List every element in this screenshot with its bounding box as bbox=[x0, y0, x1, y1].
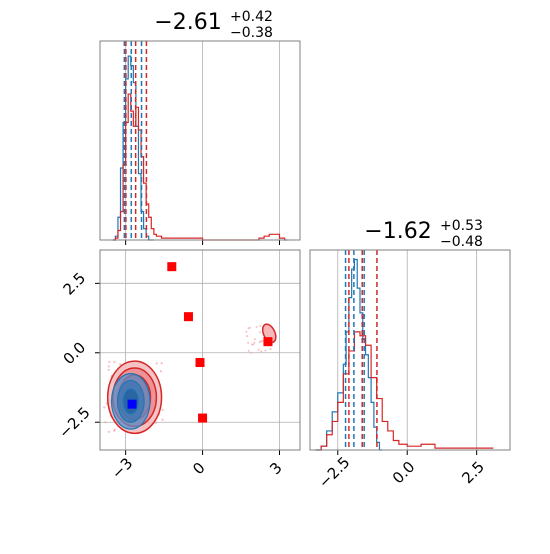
sample-dot bbox=[161, 418, 164, 421]
sample-dot bbox=[261, 340, 264, 343]
title-param-2-upper-error: +0.53 bbox=[440, 218, 483, 234]
x-tick-label: 0.0 bbox=[389, 458, 419, 488]
marker-red-square bbox=[195, 358, 205, 367]
axes-frame bbox=[99, 40, 301, 241]
marker-blue-square bbox=[127, 399, 137, 409]
marker-red-square bbox=[167, 262, 177, 272]
x-tick-label: 0 bbox=[189, 459, 208, 478]
sample-dot bbox=[255, 325, 258, 328]
histogram-red bbox=[315, 331, 494, 451]
sample-dot bbox=[247, 341, 250, 344]
title-param-1-value: −2.61 bbox=[154, 10, 221, 35]
sample-dot bbox=[113, 429, 116, 432]
sample-dot bbox=[119, 363, 122, 366]
x-tick-label: −3 bbox=[108, 454, 136, 482]
x-tick-label: 2.5 bbox=[458, 458, 488, 488]
histogram-blue bbox=[315, 258, 383, 451]
sample-dot bbox=[269, 347, 272, 350]
y-tick-label: 2.5 bbox=[60, 269, 90, 299]
marker-red-square bbox=[263, 337, 273, 347]
sample-dot bbox=[250, 343, 253, 346]
sample-dot bbox=[253, 341, 256, 344]
title-param-1-lower-error: −0.38 bbox=[230, 25, 273, 41]
sample-dot bbox=[107, 430, 110, 433]
joint-scatter-panel: −3 0 3 −2.5 0.0 2.5 bbox=[55, 249, 301, 483]
title-param-2-lower-error: −0.48 bbox=[440, 234, 483, 250]
sample-dot bbox=[160, 362, 163, 365]
sample-dot bbox=[107, 365, 110, 368]
marker-red-square bbox=[198, 413, 208, 423]
sample-dot bbox=[248, 326, 251, 329]
sample-dot bbox=[107, 368, 110, 371]
sample-dot bbox=[258, 341, 261, 344]
sample-dot bbox=[264, 349, 267, 352]
x-tick-label: 3 bbox=[266, 459, 285, 478]
sample-dot bbox=[247, 349, 250, 352]
histogram-panel-param-2: −2.5 0.0 2.5 −1.62 +0.53−0.48 bbox=[309, 218, 511, 492]
histogram-panel-param-1: −2.61 +0.42−0.38 bbox=[99, 9, 301, 245]
sample-dot bbox=[108, 360, 111, 363]
marker-red-square bbox=[183, 312, 193, 322]
histogram-blue bbox=[112, 55, 154, 241]
title-param-1-upper-error: +0.42 bbox=[230, 9, 273, 25]
sample-dot bbox=[161, 408, 164, 411]
sample-dot bbox=[259, 324, 262, 327]
y-tick-label: −2.5 bbox=[55, 403, 93, 441]
axes-frame bbox=[99, 249, 301, 451]
x-tick-label: −2.5 bbox=[315, 453, 353, 491]
title-param-2-value: −1.62 bbox=[364, 219, 431, 244]
y-tick-label: 0.0 bbox=[60, 338, 90, 368]
axes-frame bbox=[309, 249, 511, 451]
sample-dot bbox=[159, 370, 162, 373]
sample-dot bbox=[103, 406, 106, 409]
sample-dot bbox=[259, 331, 262, 334]
sample-dot bbox=[104, 421, 107, 424]
sample-dot bbox=[250, 351, 253, 354]
sample-dot bbox=[154, 421, 157, 424]
sample-dot bbox=[253, 338, 256, 341]
sample-dot bbox=[246, 335, 249, 338]
sample-dot bbox=[260, 350, 263, 353]
sample-dot bbox=[257, 348, 260, 351]
sample-dot bbox=[245, 330, 248, 333]
sample-dot bbox=[113, 361, 116, 364]
sample-dot bbox=[155, 362, 158, 365]
